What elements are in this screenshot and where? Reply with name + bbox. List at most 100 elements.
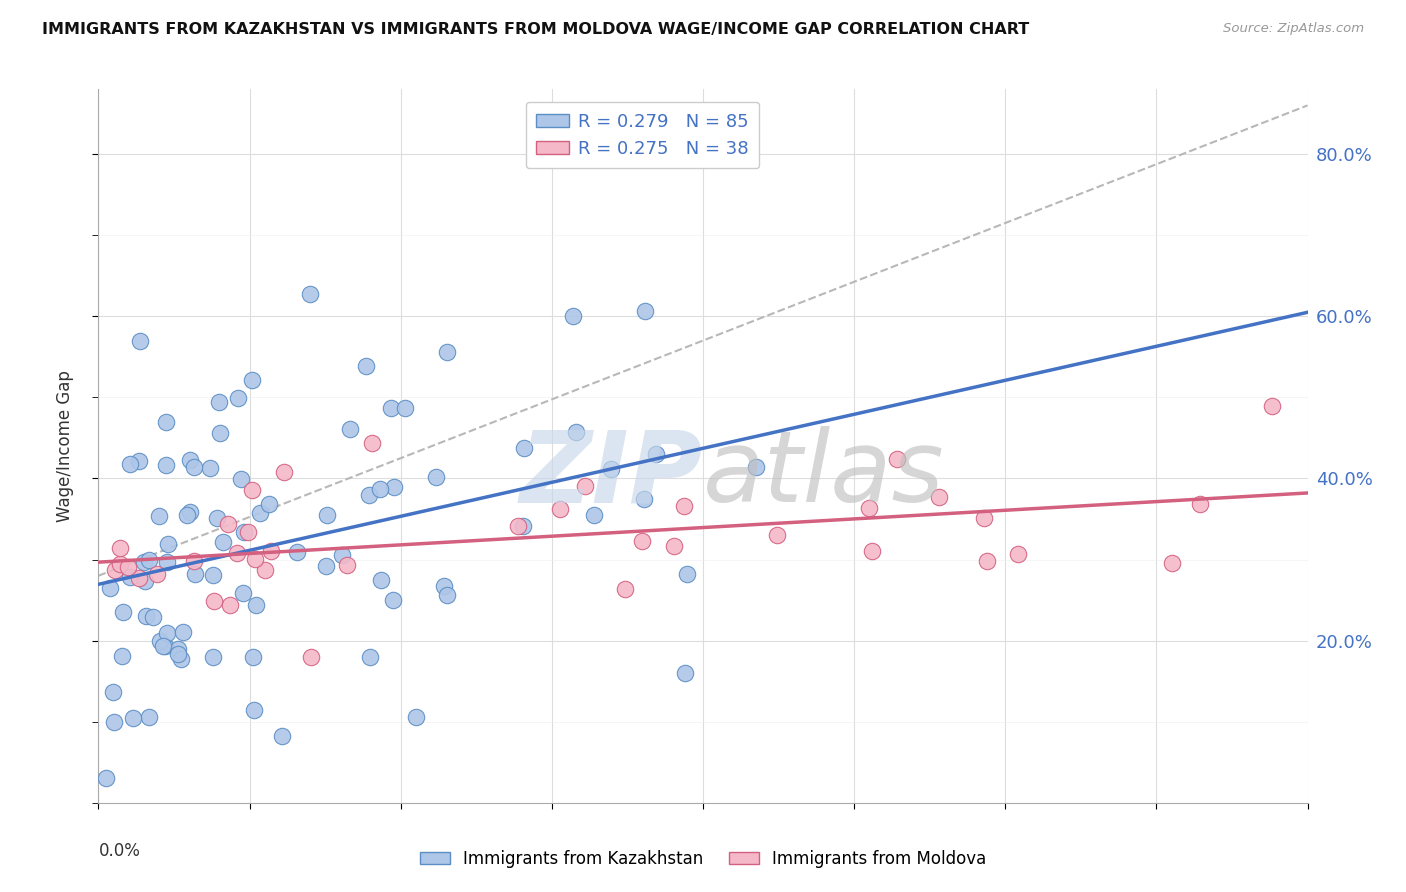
Point bbox=[183, 459, 205, 474]
Point bbox=[315, 558, 337, 573]
Point bbox=[118, 458, 141, 472]
Point bbox=[1189, 497, 1212, 511]
Point bbox=[436, 345, 458, 359]
Point bbox=[356, 359, 378, 374]
Point bbox=[103, 715, 125, 730]
Point bbox=[860, 544, 883, 558]
Point bbox=[104, 564, 127, 578]
Text: IMMIGRANTS FROM KAZAKHSTAN VS IMMIGRANTS FROM MOLDOVA WAGE/INCOME GAP CORRELATIO: IMMIGRANTS FROM KAZAKHSTAN VS IMMIGRANTS… bbox=[42, 22, 1029, 37]
Point bbox=[155, 415, 177, 429]
Point bbox=[132, 555, 155, 569]
Point bbox=[94, 772, 117, 786]
Point bbox=[128, 570, 150, 584]
Point bbox=[225, 546, 247, 560]
Point bbox=[380, 401, 402, 416]
Point bbox=[167, 648, 190, 662]
Point bbox=[260, 544, 283, 558]
Point bbox=[229, 472, 252, 486]
Point bbox=[202, 568, 225, 582]
Point bbox=[339, 422, 361, 436]
Y-axis label: Wage/Income Gap: Wage/Income Gap bbox=[56, 370, 75, 522]
Point bbox=[433, 579, 456, 593]
Point bbox=[103, 685, 125, 699]
Point bbox=[212, 535, 235, 549]
Point bbox=[240, 483, 263, 497]
Point bbox=[232, 524, 254, 539]
Point bbox=[142, 610, 165, 624]
Point bbox=[299, 287, 322, 301]
Point bbox=[166, 642, 188, 657]
Point bbox=[1261, 399, 1284, 413]
Point bbox=[257, 497, 280, 511]
Point bbox=[209, 425, 232, 440]
Point bbox=[129, 334, 152, 349]
Point bbox=[973, 511, 995, 525]
Point bbox=[243, 703, 266, 717]
Text: Source: ZipAtlas.com: Source: ZipAtlas.com bbox=[1223, 22, 1364, 36]
Point bbox=[249, 506, 271, 520]
Point bbox=[599, 461, 621, 475]
Point bbox=[254, 563, 277, 577]
Point bbox=[219, 598, 242, 612]
Point bbox=[176, 508, 198, 522]
Point bbox=[405, 710, 427, 724]
Point bbox=[242, 650, 264, 665]
Point bbox=[157, 537, 180, 551]
Point bbox=[765, 528, 787, 542]
Legend: R = 0.279   N = 85, R = 0.275   N = 38: R = 0.279 N = 85, R = 0.275 N = 38 bbox=[526, 102, 759, 169]
Point bbox=[384, 480, 406, 494]
Point bbox=[359, 488, 381, 502]
Point bbox=[170, 652, 193, 666]
Point bbox=[436, 588, 458, 602]
Point bbox=[110, 541, 132, 556]
Point bbox=[928, 490, 950, 504]
Point bbox=[645, 447, 668, 461]
Point bbox=[368, 482, 391, 496]
Point bbox=[633, 491, 655, 506]
Point bbox=[205, 511, 228, 525]
Point bbox=[152, 640, 174, 654]
Point bbox=[675, 567, 697, 582]
Point bbox=[271, 729, 294, 743]
Point bbox=[675, 666, 697, 681]
Point bbox=[330, 548, 353, 562]
Legend: Immigrants from Kazakhstan, Immigrants from Moldova: Immigrants from Kazakhstan, Immigrants f… bbox=[413, 844, 993, 875]
Point bbox=[976, 554, 998, 568]
Point bbox=[550, 501, 572, 516]
Point bbox=[202, 594, 225, 608]
Point bbox=[858, 500, 880, 515]
Point bbox=[236, 524, 259, 539]
Point bbox=[156, 555, 179, 569]
Point bbox=[513, 441, 536, 455]
Point bbox=[98, 581, 121, 595]
Point bbox=[745, 460, 768, 475]
Point bbox=[138, 709, 160, 723]
Point bbox=[148, 508, 170, 523]
Point bbox=[243, 552, 266, 566]
Text: 0.0%: 0.0% bbox=[98, 842, 141, 860]
Point bbox=[135, 608, 157, 623]
Point bbox=[565, 425, 588, 439]
Point bbox=[111, 605, 134, 619]
Point bbox=[662, 539, 685, 553]
Point bbox=[118, 570, 141, 584]
Point bbox=[287, 545, 309, 559]
Point bbox=[172, 625, 194, 640]
Point bbox=[370, 573, 392, 587]
Point bbox=[633, 303, 655, 318]
Point bbox=[153, 639, 176, 653]
Point bbox=[128, 454, 150, 468]
Point bbox=[381, 593, 404, 607]
Point bbox=[217, 517, 239, 532]
Point bbox=[184, 566, 207, 581]
Point bbox=[122, 711, 145, 725]
Point bbox=[208, 395, 231, 409]
Point bbox=[240, 373, 263, 387]
Point bbox=[273, 466, 295, 480]
Point bbox=[631, 534, 654, 549]
Point bbox=[1007, 547, 1029, 561]
Point bbox=[425, 470, 447, 484]
Point bbox=[155, 458, 177, 472]
Point bbox=[359, 649, 381, 664]
Point bbox=[134, 574, 156, 589]
